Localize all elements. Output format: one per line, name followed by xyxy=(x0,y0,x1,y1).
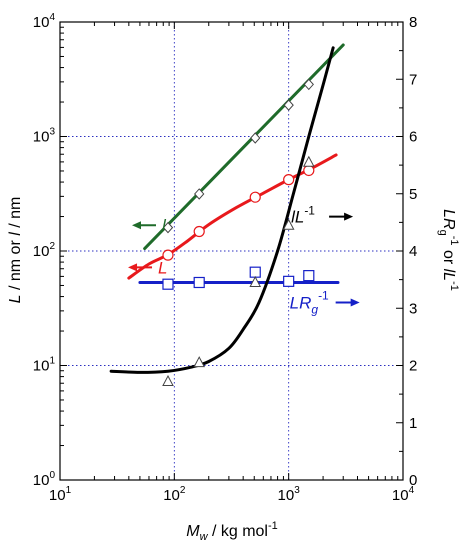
annotation-lrg: LRg-1 xyxy=(290,289,360,317)
markers-l xyxy=(162,164,315,261)
data-point xyxy=(303,78,314,91)
markers-l xyxy=(162,78,314,234)
y-tick-label: 102 xyxy=(33,241,56,260)
data-point xyxy=(302,155,315,167)
data-point xyxy=(194,188,205,200)
data-point xyxy=(303,164,315,177)
annotation-l: l xyxy=(131,216,167,235)
annotation-ll: lL-1 xyxy=(291,204,354,227)
x-tick-label: 103 xyxy=(278,485,301,504)
data-point xyxy=(249,191,261,203)
data-point xyxy=(162,249,174,261)
markers-ll-1 xyxy=(162,155,315,387)
plot-frame xyxy=(59,21,404,481)
y-right-axis-label: LRg-1 or lL-1 xyxy=(437,209,460,291)
fit-line xyxy=(143,43,345,251)
annotation-label: L xyxy=(158,258,167,277)
arrow-head xyxy=(344,212,354,221)
data-point xyxy=(249,266,261,278)
markers-lrg-1 xyxy=(162,266,315,290)
data-point xyxy=(193,276,205,289)
fit-line xyxy=(127,153,338,280)
data-point xyxy=(193,225,205,238)
annotation-label: LRg-1 xyxy=(290,289,329,317)
data-point xyxy=(283,99,294,111)
grid xyxy=(60,22,403,480)
data-point xyxy=(250,132,261,144)
y-left-axis-label: L / nm or l / nm xyxy=(7,197,24,304)
data-point xyxy=(282,218,295,230)
arrow-head xyxy=(128,263,138,272)
data-point xyxy=(162,374,174,387)
annotation-label: lL-1 xyxy=(291,204,315,227)
y-tick-label: 100 xyxy=(33,470,56,489)
annotation-l: L xyxy=(128,258,167,277)
series-ll-1 xyxy=(109,46,335,374)
series-l xyxy=(127,153,338,280)
data-point xyxy=(162,221,174,234)
y2-tick-label: 4 xyxy=(409,243,417,260)
data-point xyxy=(303,270,315,282)
y2-tick-label: 2 xyxy=(409,358,417,375)
y2-tick-label: 6 xyxy=(409,129,417,146)
y2-tick-label: 0 xyxy=(409,472,417,489)
fit-line xyxy=(109,46,335,374)
arrow-head xyxy=(350,298,360,307)
arrow-head xyxy=(131,221,141,230)
y-tick-label: 103 xyxy=(33,127,56,146)
data-point xyxy=(162,278,174,290)
y-tick-label: 104 xyxy=(33,12,56,31)
y2-tick-label: 1 xyxy=(409,415,417,432)
data-point xyxy=(249,275,262,287)
y2-tick-label: 8 xyxy=(409,14,417,31)
y-tick-label: 101 xyxy=(33,356,56,375)
x-tick-label: 101 xyxy=(49,485,72,504)
y2-tick-label: 3 xyxy=(409,300,417,317)
x-tick-label: 104 xyxy=(392,485,415,504)
x-tick-label: 102 xyxy=(163,485,186,504)
series-layer xyxy=(109,43,345,387)
annotation-label: l xyxy=(162,216,167,235)
data-point xyxy=(283,174,295,186)
x-axis-label: Mw / kg mol-1 xyxy=(186,520,278,543)
data-point xyxy=(193,356,206,368)
series-l xyxy=(143,43,345,251)
annotation-layer: l LlL-1 LRg-1 xyxy=(128,204,360,317)
y2-tick-label: 7 xyxy=(409,71,417,88)
y2-tick-label: 5 xyxy=(409,186,417,203)
data-point xyxy=(283,275,295,287)
